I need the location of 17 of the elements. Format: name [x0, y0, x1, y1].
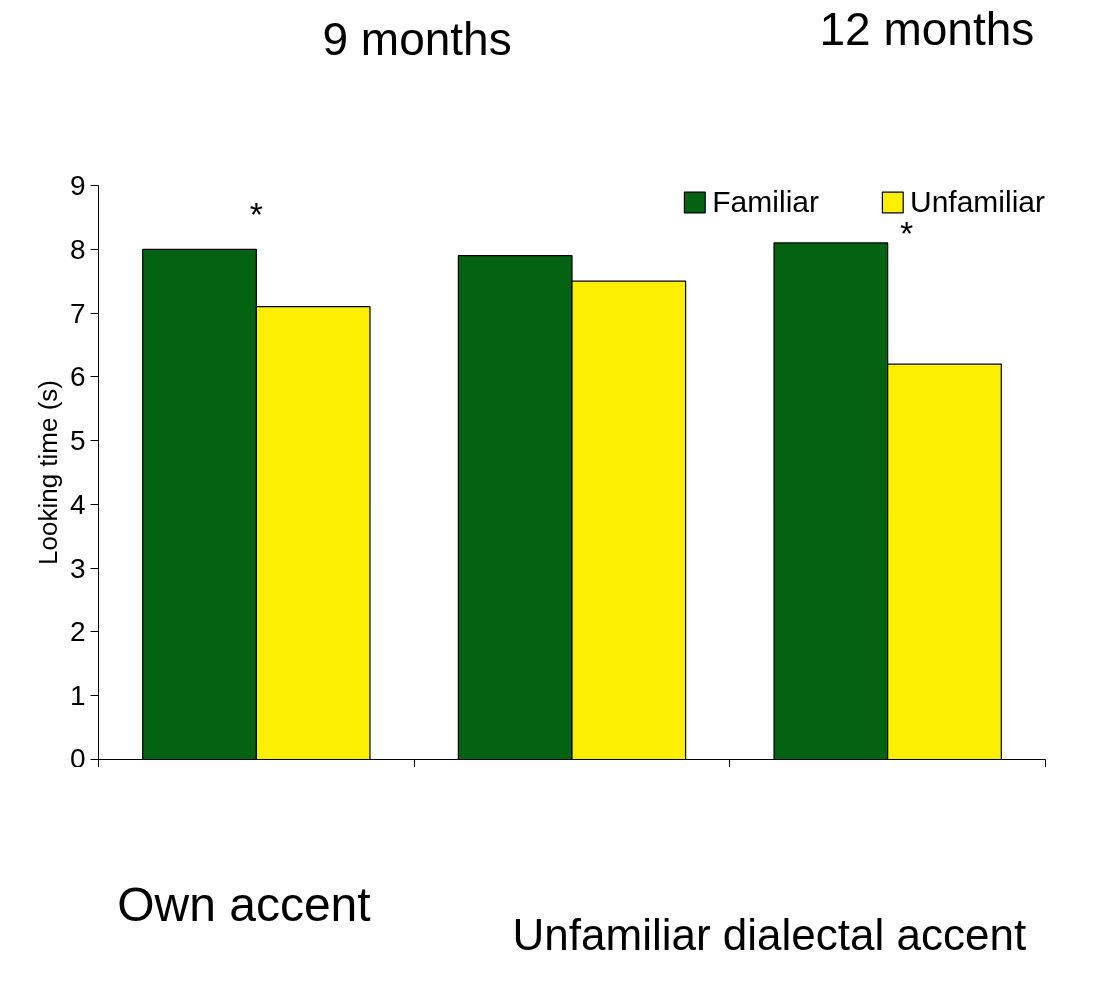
y-tick-label: 6 — [69, 361, 86, 393]
text: Unfamiliar dialectal accent — [512, 910, 1027, 959]
text: Own accent — [117, 878, 371, 931]
y-axis-title: Looking time (s) — [32, 380, 63, 565]
y-tick-label: 2 — [69, 616, 86, 648]
y-tick-label: 5 — [69, 425, 86, 457]
y-tick-label: 0 — [69, 742, 86, 774]
text: 12 months — [819, 2, 1035, 55]
y-tick-label: 3 — [69, 552, 86, 584]
text: 9 months — [322, 12, 512, 65]
y-tick-label: 1 — [69, 680, 86, 712]
y-tick-label: 7 — [69, 297, 86, 329]
annotation: * — [249, 195, 263, 234]
y-tick-label: 4 — [69, 488, 86, 520]
y-tick-label: 8 — [69, 233, 86, 265]
legend-label: Familiar — [712, 185, 819, 219]
y-tick-label: 9 — [69, 170, 86, 201]
